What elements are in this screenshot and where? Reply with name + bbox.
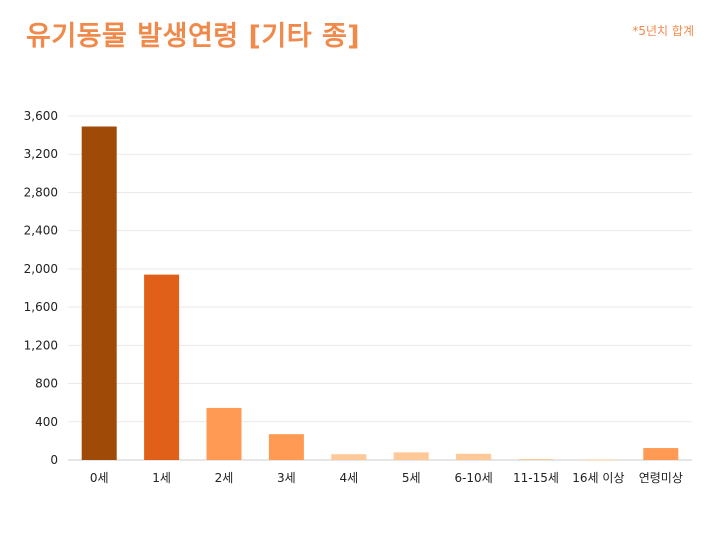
- x-tick-label: 2세: [215, 471, 234, 485]
- x-tick-label: 3세: [277, 471, 296, 485]
- y-tick-label: 800: [35, 377, 58, 391]
- x-tick-label: 1세: [152, 471, 171, 485]
- bar: [81, 126, 117, 460]
- x-tick-label: 11-15세: [513, 471, 559, 485]
- x-tick-label: 5세: [402, 471, 421, 485]
- x-tick-label: 16세 이상: [572, 471, 624, 485]
- x-tick-label: 6-10세: [454, 471, 492, 485]
- bar: [331, 454, 367, 460]
- x-axis: 0세 1세 2세 3세 4세 5세 6-10세 11-15세 16세 이상 연령미상: [90, 471, 683, 485]
- bar: [580, 459, 616, 461]
- y-tick-label: 0: [50, 453, 58, 467]
- bar: [456, 453, 492, 460]
- bar: [144, 274, 180, 460]
- x-tick-label: 0세: [90, 471, 109, 485]
- y-tick-label: 3,200: [24, 147, 58, 161]
- chart-title: 유기동물 발생연령 [기타 종]: [26, 21, 361, 52]
- x-tick-label: 연령미상: [639, 471, 683, 485]
- bar: [393, 452, 429, 460]
- bar: [518, 459, 554, 460]
- bar: [206, 407, 242, 460]
- y-tick-label: 2,000: [24, 262, 58, 276]
- bar: [643, 448, 679, 460]
- y-tick-label: 3,600: [24, 109, 58, 123]
- y-axis: 0 400 800 1,200 1,600 2,000 2,400 2,800 3,200 3,6…: [24, 109, 58, 467]
- y-tick-label: 1,200: [24, 338, 58, 352]
- chart-note: *5년치 합계: [632, 24, 694, 38]
- bar: [268, 434, 304, 460]
- bars: [81, 126, 679, 461]
- y-tick-label: 1,600: [24, 300, 58, 314]
- y-tick-label: 2,800: [24, 185, 58, 199]
- x-tick-label: 4세: [339, 471, 358, 485]
- y-tick-label: 400: [35, 415, 58, 429]
- y-tick-label: 2,400: [24, 224, 58, 238]
